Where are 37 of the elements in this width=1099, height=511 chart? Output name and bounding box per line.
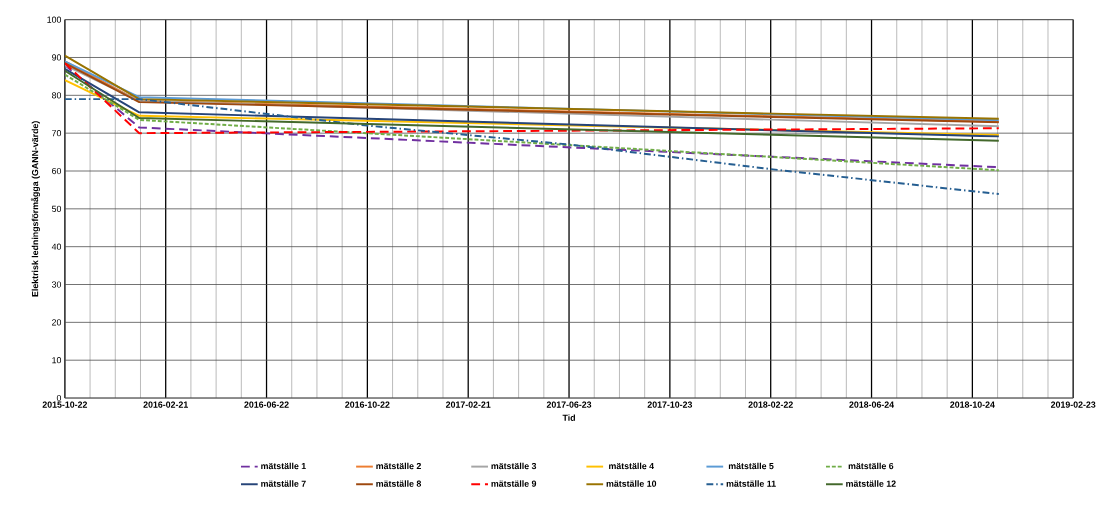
legend-label: mätställe 7 [261, 480, 306, 487]
y-tick-label: 50 [51, 205, 62, 212]
x-tick-label: 2016-02-21 [143, 401, 188, 408]
y-tick-label: 100 [47, 16, 62, 23]
legend-label: mätställe 3 [491, 462, 537, 470]
y-axis-title: Elektrisk ledningsförmågga (GANN-värde) [30, 121, 40, 297]
legend-label: mätställe 9 [491, 480, 537, 487]
legend-label: mätställe 1 [261, 462, 306, 470]
legend-label: mätställe 2 [376, 462, 421, 470]
x-tick-label: 2015-10-22 [42, 401, 88, 408]
x-tick-label: 2017-06-23 [546, 401, 592, 408]
legend-label: mätställe 6 [848, 462, 894, 470]
x-tick-label: 2018-10-24 [950, 401, 995, 408]
x-axis-title: Tid [562, 414, 575, 421]
y-tick-label: 90 [52, 54, 62, 61]
y-tick-label: 80 [51, 92, 62, 99]
x-tick-label: 2017-10-23 [647, 401, 693, 408]
x-tick-label: 2018-02-22 [748, 401, 793, 408]
legend-label: mätställe 10 [606, 480, 657, 487]
legend-label: mätställe 4 [609, 462, 654, 470]
y-tick-label: 10 [52, 357, 62, 364]
legend-label: mätställe 12 [846, 480, 896, 487]
x-tick-label: 2017-02-21 [445, 401, 491, 408]
legend-label: mätställe 11 [726, 480, 776, 487]
x-tick-label: 2018-06-24 [849, 401, 895, 408]
y-tick-label: 60 [52, 167, 62, 175]
y-tick-label: 40 [51, 243, 62, 250]
legend-label: mätställe 8 [376, 480, 422, 487]
x-tick-label: 2016-10-22 [345, 401, 390, 408]
line-series [64, 98, 1000, 196]
y-tick-label: 70 [52, 130, 62, 137]
y-tick-label: 30 [51, 281, 62, 288]
x-tick-label: 2016-06-22 [244, 401, 289, 408]
y-tick-label: 0 [56, 394, 62, 402]
legend-label: mätställe 5 [728, 462, 774, 470]
y-tick-label: 20 [52, 319, 62, 326]
x-tick-label: 2019-02-23 [1050, 401, 1096, 408]
